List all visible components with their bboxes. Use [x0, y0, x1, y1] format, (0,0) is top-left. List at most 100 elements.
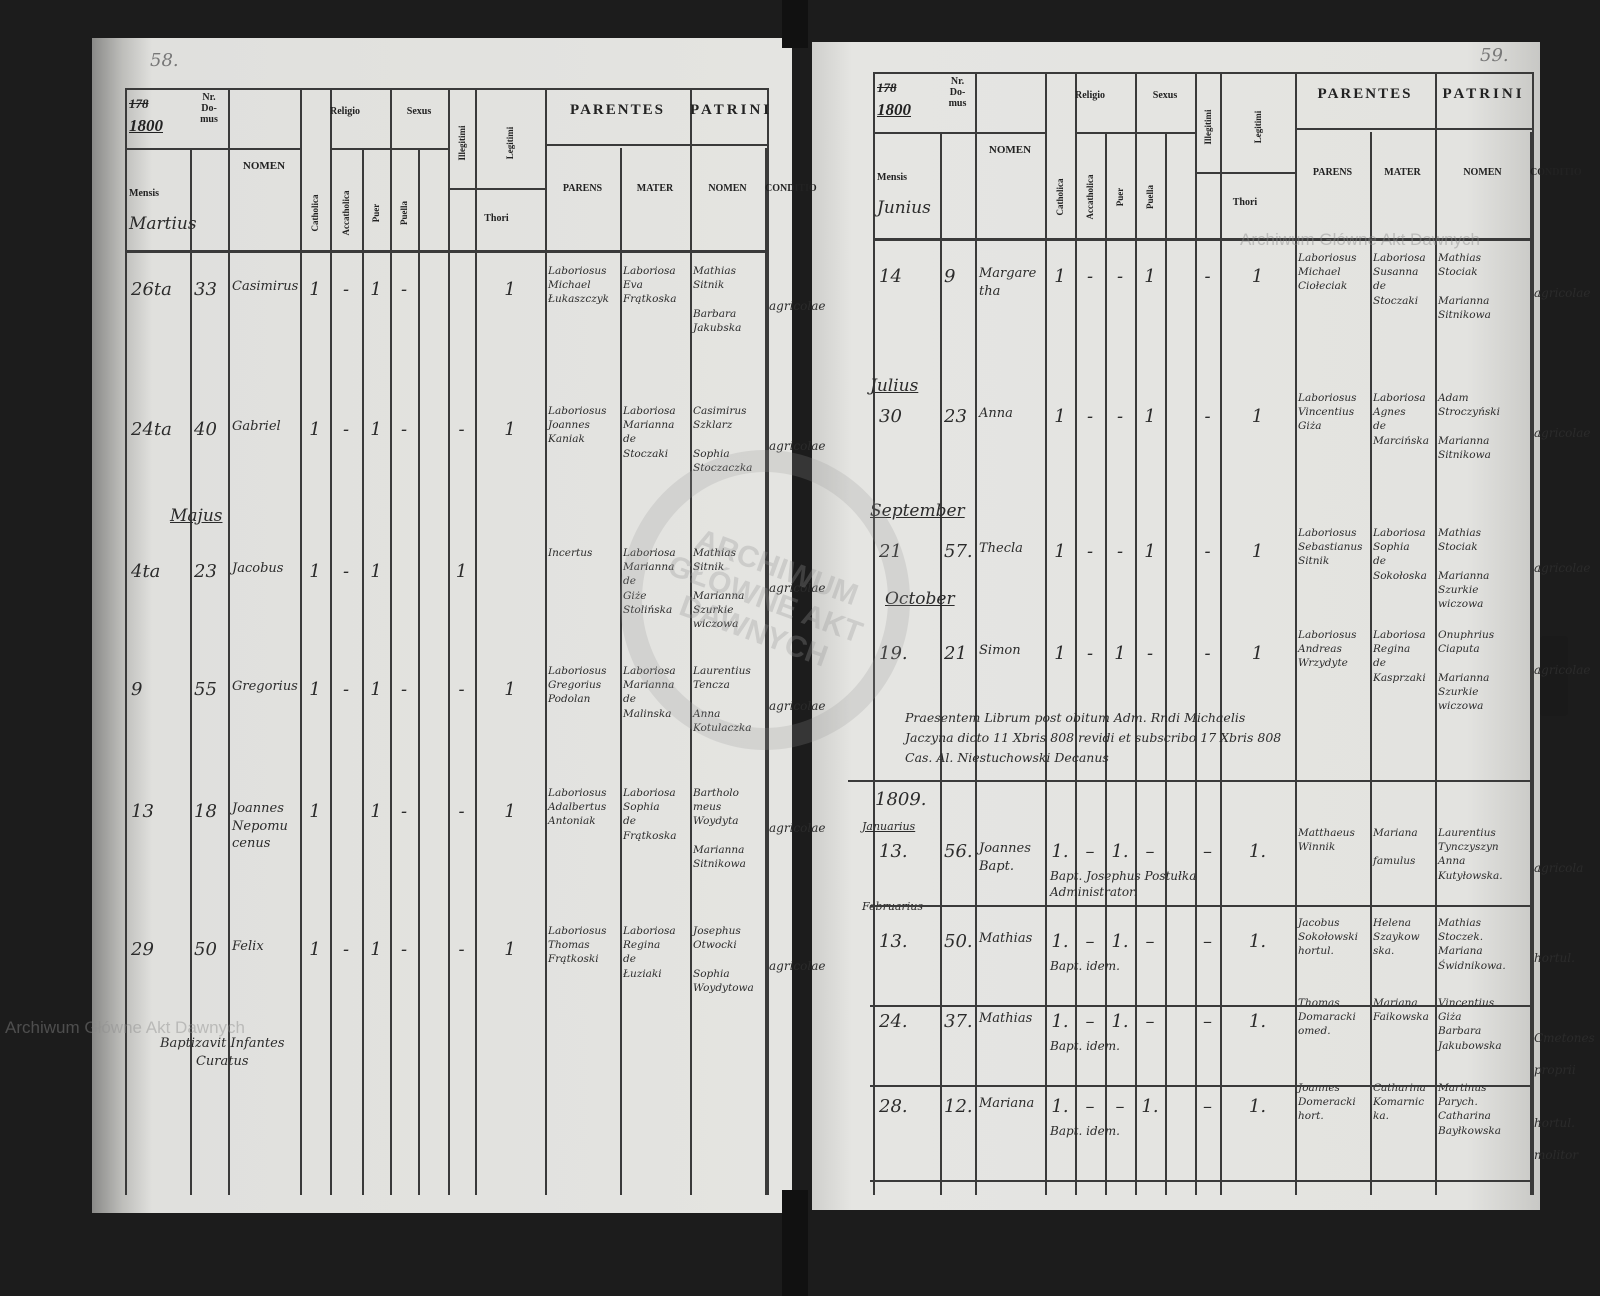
condition: agricolae — [1534, 663, 1591, 677]
column-rule — [475, 88, 477, 1195]
mark-acc: - — [1086, 406, 1094, 427]
nomen-header: NOMEN — [988, 144, 1032, 156]
mark-acc: - — [342, 419, 350, 440]
sexus-header: Sexus — [406, 106, 432, 117]
thori-rule — [448, 188, 545, 190]
day: 13 — [131, 801, 154, 822]
religio-header: Religio — [1075, 90, 1105, 101]
row-rule — [870, 905, 1530, 907]
mark-puer: – — [1115, 1096, 1125, 1117]
section-rule — [848, 780, 1532, 782]
mark-leg: 1. — [1248, 841, 1267, 862]
child-name: Casimirus — [232, 279, 299, 294]
father: Laboriosus Gregorius Podolan — [548, 665, 607, 706]
mark-cath: 1 — [1054, 406, 1066, 427]
nomen-header: NOMEN — [242, 160, 286, 172]
mark-cath: 1 — [309, 679, 321, 700]
day: 14 — [879, 266, 902, 287]
mark-illeg: – — [1203, 1096, 1212, 1117]
column-rule — [362, 148, 364, 1195]
day: 13. — [879, 931, 908, 952]
child-name: Joannes Bapt. — [979, 841, 1031, 874]
mark-puer: 1 — [370, 279, 382, 300]
mark-puer: - — [1116, 406, 1124, 427]
patrini-header: PATRINI — [1442, 86, 1525, 102]
sexus-header: Sexus — [1152, 90, 1178, 101]
column-rule — [330, 88, 332, 1195]
child-name: Simon — [979, 643, 1021, 658]
mark-puer: 1 — [1114, 643, 1126, 664]
mark-puella: – — [1145, 1011, 1155, 1032]
mother: Helena Szaykow ska. — [1373, 917, 1420, 958]
mark-puer: 1 — [370, 939, 382, 960]
mark-illeg: - — [1204, 406, 1211, 427]
condition: agricolae — [769, 299, 826, 313]
mensis-header: Mensis — [877, 172, 907, 183]
column-rule — [1435, 72, 1437, 1195]
condition: agricolae — [769, 439, 826, 453]
day: 4ta — [131, 561, 161, 582]
mark-cath: 1 — [309, 939, 321, 960]
mark-leg: 1 — [1251, 643, 1264, 664]
mark-acc: - — [342, 679, 350, 700]
day: 13. — [879, 841, 908, 862]
conditio-header: CONDITIO — [765, 183, 817, 194]
mark-acc: – — [1085, 1096, 1095, 1117]
mark-puella: 1 — [1144, 266, 1156, 287]
mother: Laboriosa Eva Frątkoska — [623, 265, 677, 306]
child-name: Mathias — [979, 931, 1033, 946]
mark-cath: 1. — [1051, 1011, 1069, 1032]
acatholica-header: Accatholica — [341, 190, 351, 236]
father: Laboriosus Michael Łukaszczyk — [548, 265, 610, 306]
thori-header: Thori — [484, 213, 509, 224]
page-tab — [1540, 636, 1568, 716]
puer-header: Puer — [1115, 187, 1125, 207]
row-rule — [870, 1180, 1530, 1182]
mark-cath: 1 — [309, 279, 321, 300]
column-rule — [1295, 72, 1297, 1195]
mark-illeg: - — [458, 419, 465, 440]
mark-leg: 1 — [504, 939, 516, 960]
mark-illeg: - — [1204, 266, 1211, 287]
month-label: September — [870, 501, 965, 521]
condition: agricolae — [769, 821, 826, 835]
page-number: 59. — [1480, 45, 1509, 66]
father: Laboriosus Vincentius Giża — [1298, 392, 1357, 433]
mark-puer: 1. — [1111, 841, 1129, 862]
mark-cath: 1 — [1054, 643, 1066, 664]
godparents: Onuphrius Ciaputa Marianna Szurkie wiczo… — [1438, 629, 1495, 712]
column-rule — [448, 88, 450, 1195]
condition: agricolae — [1534, 286, 1591, 300]
mark-acc: - — [1086, 541, 1094, 562]
parens-header: PARENS — [1312, 167, 1353, 178]
mark-puella: - — [1146, 643, 1154, 664]
mark-leg: 1. — [1248, 931, 1267, 952]
father: Laboriosus Thomas Frątkoski — [548, 925, 607, 966]
column-rule — [1530, 132, 1532, 1195]
child-name: Mariana — [979, 1096, 1035, 1111]
child-name: Thecla — [979, 541, 1023, 556]
legitimi-header: Legitimi — [505, 126, 515, 160]
mark-puella: - — [400, 419, 408, 440]
mark-cath: 1 — [1054, 541, 1066, 562]
archive-watermark: Archiwum Główne Akt Dawnych — [5, 1018, 245, 1037]
archive-seal-watermark: ARCHIWUM GŁÓWNE AKT DAWNYCH — [620, 450, 910, 750]
mark-puer: 1. — [1111, 931, 1129, 952]
mark-acc: – — [1085, 931, 1095, 952]
mark-illeg: - — [1204, 541, 1211, 562]
godparents: Laurentius Tynczyszyn Anna Kutyłowska. — [1438, 827, 1503, 882]
column-rule — [300, 88, 302, 1195]
column-rule — [940, 132, 942, 1195]
column-rule — [1220, 72, 1222, 1195]
father: Thomas Domaracki omed. — [1298, 997, 1356, 1038]
mater-header: MATER — [636, 183, 674, 194]
mark-illeg: 1 — [455, 561, 468, 582]
mother: Laboriosa Marianna de Stoczaki — [623, 405, 676, 460]
illegitimi-header: Illegitimi — [1202, 109, 1213, 145]
column-rule — [1165, 132, 1167, 1195]
father: Laboriosus Michael Ciołeciak — [1298, 252, 1357, 293]
day: 28. — [879, 1096, 908, 1117]
mark-illeg: – — [1203, 931, 1212, 952]
column-rule — [1045, 72, 1047, 1195]
column-rule — [1075, 72, 1077, 1195]
